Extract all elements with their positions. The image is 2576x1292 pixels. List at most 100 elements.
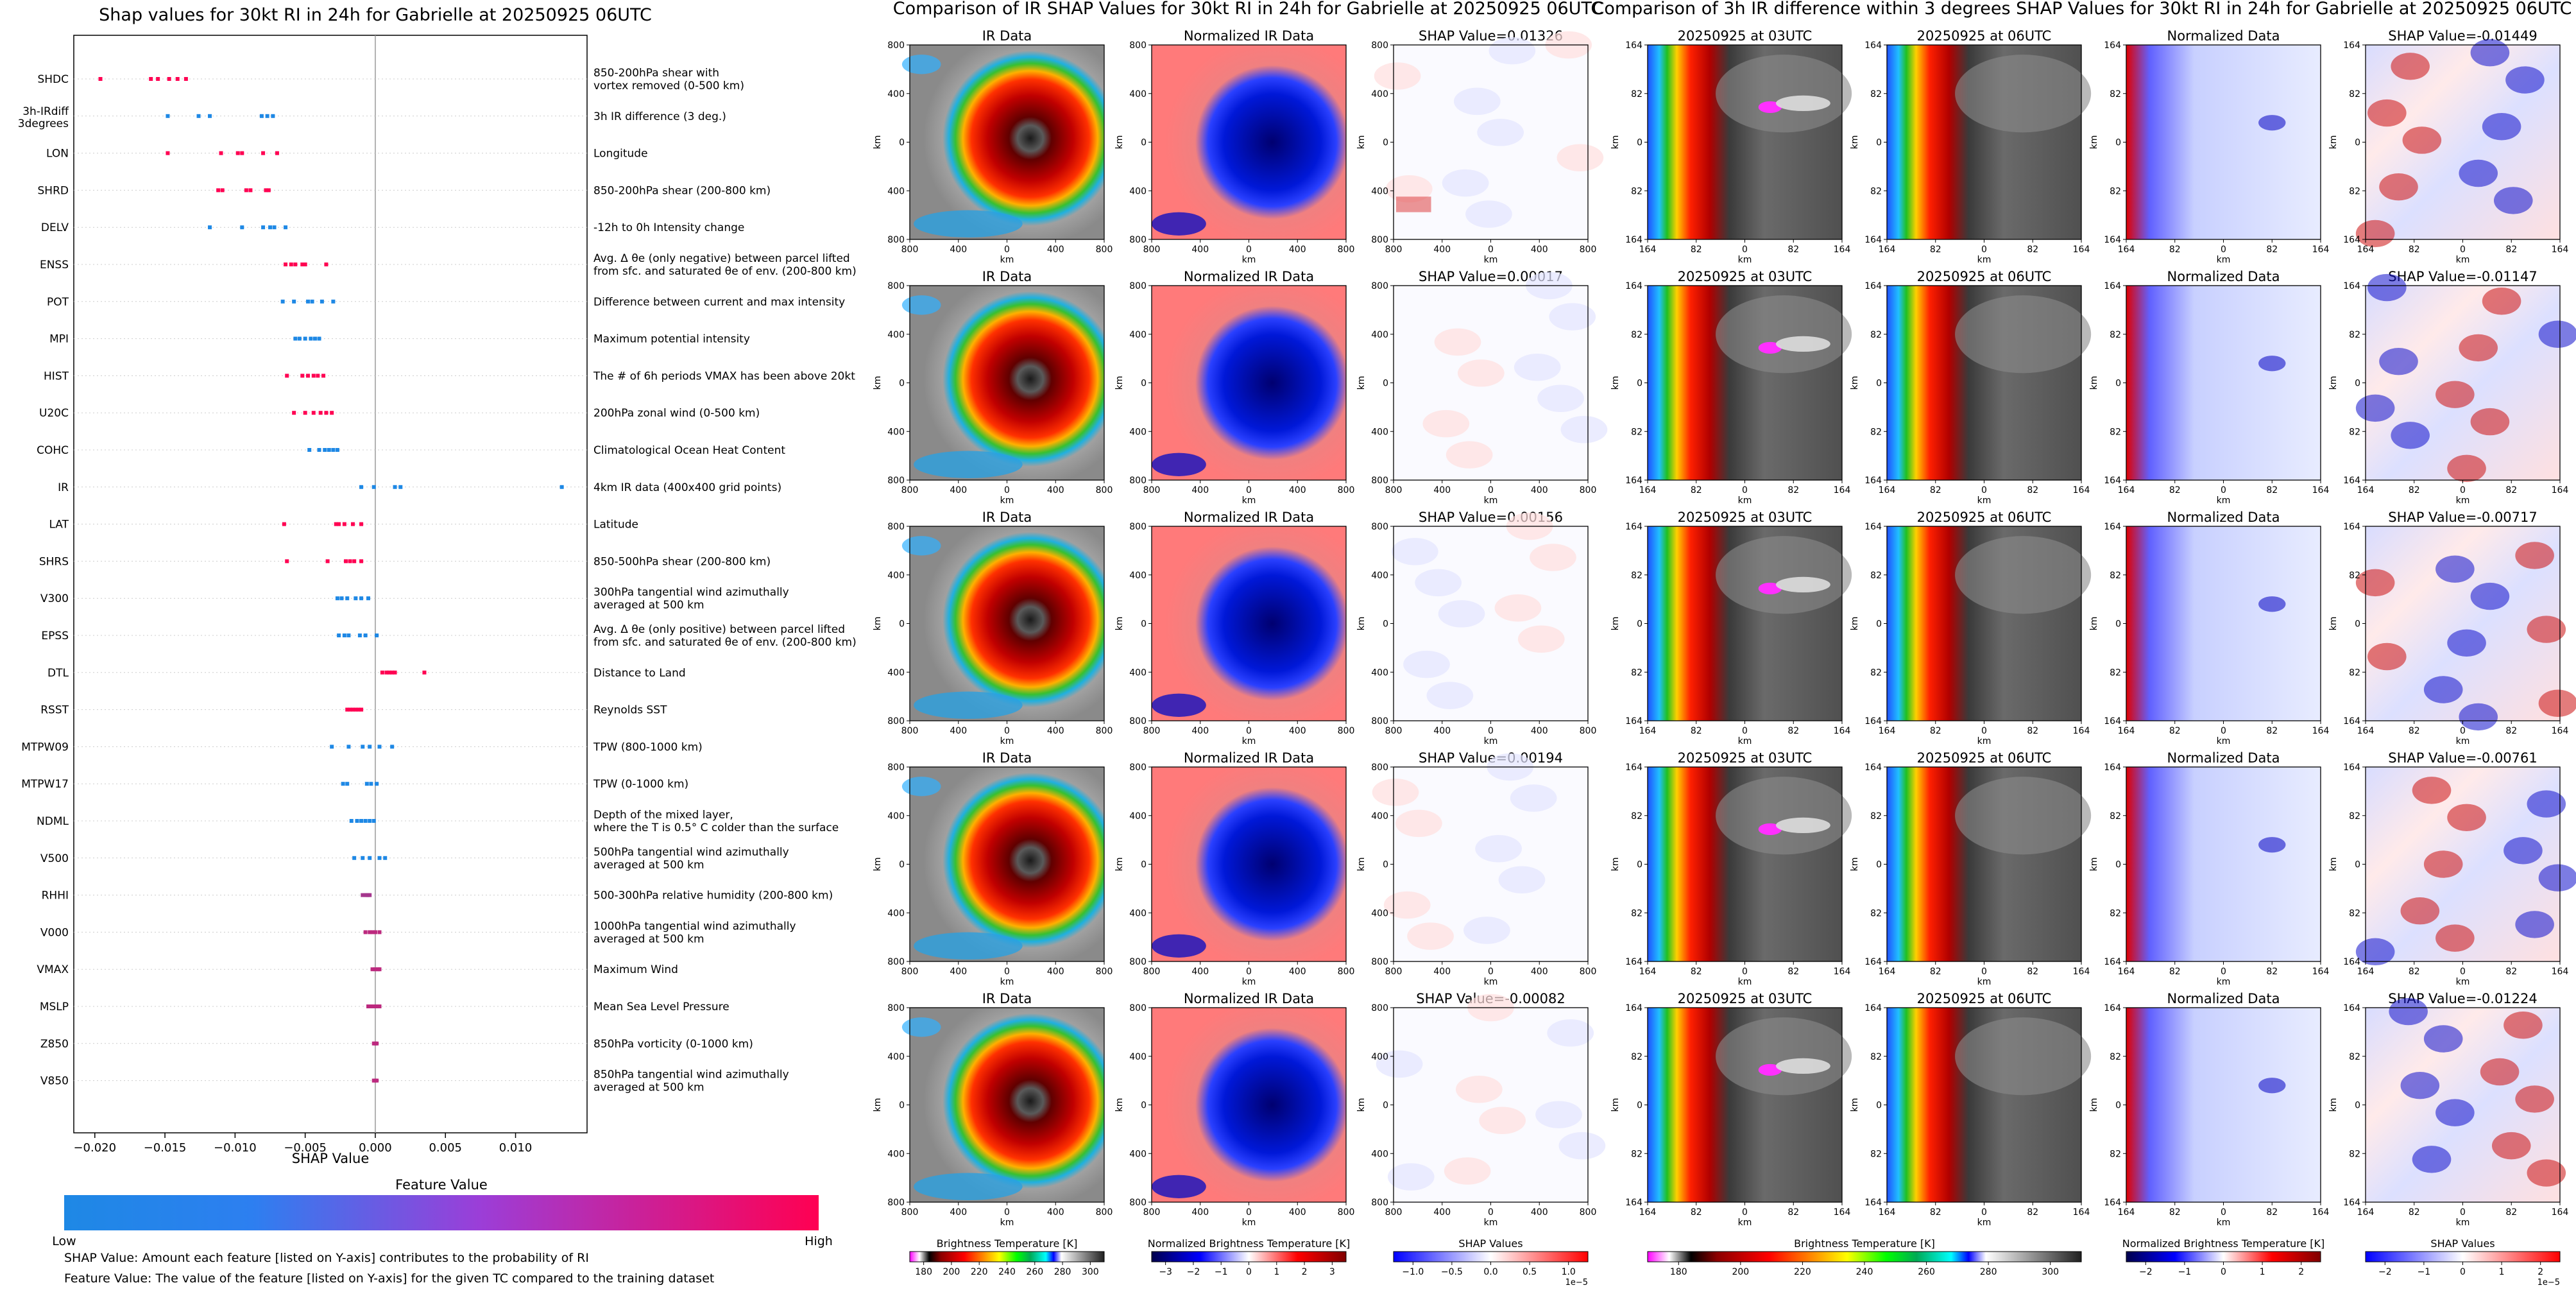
panel-y-axis-label: km [1850,135,1860,150]
panel-y-tick-label: 400 [1129,330,1147,340]
panel-y-axis-label: km [1114,617,1125,631]
image-panel: SHAP Value=-0.00761164164828200828216416… [2328,750,2576,987]
colorbar-tick-label: 2 [2538,1267,2543,1277]
feature-description: -12h to 0h Intensity change [593,221,744,234]
feature-tick-label: RHHI [42,890,69,902]
colorbar-title: Feature Value [395,1177,488,1193]
shap-point [309,336,313,341]
panel-x-tick-label: 400 [1047,1207,1064,1218]
shap-point [235,151,240,155]
panel-x-axis-label: km [1977,736,1992,746]
shap-point [330,411,334,415]
feature-tick-label: MSLP [40,1001,69,1013]
panel-y-tick-label: 800 [1129,476,1147,486]
feature-tick-label: HIST [44,370,69,383]
panel-x-axis-label: km [1484,977,1498,987]
shap-point [331,299,336,304]
feature-description: 850hPa vorticity (0-1000 km) [593,1038,753,1051]
panel-y-tick-label: 82 [1631,330,1642,340]
panel-x-tick-label: 400 [1191,245,1209,255]
panel-y-axis-label: km [2089,857,2099,872]
panel-x-tick-label: 0 [1742,1207,1748,1218]
image-colorbar: Brightness Temperature [K] 180 200 220 240 26… [909,1237,1105,1277]
feature-tick-label: Z850 [40,1038,69,1051]
panel-y-tick-label: 0 [1383,619,1388,630]
shap-point [398,485,403,489]
panel-x-tick-label: 164 [1834,245,1851,255]
panel-y-tick-label: 82 [1870,571,1882,581]
feature-description: Maximum potential intensity [593,333,750,346]
panel-x-tick-label: 0 [2221,726,2226,736]
shap-point [303,336,307,341]
panel-y-tick-label: 82 [1631,668,1642,678]
panel-y-axis-label: km [873,617,883,631]
panel-y-axis-label: km [1356,1098,1367,1112]
feature-tick-label: SHDC [37,73,69,86]
shap-point [387,670,391,675]
panel-x-axis-label: km [2456,495,2470,506]
shap-point [373,967,377,972]
panel-y-tick-label: 0 [1383,138,1388,148]
panel-y-tick-label: 0 [1637,138,1642,148]
panel-y-tick-label: 0 [1141,860,1147,870]
panel-x-axis-label: km [2456,736,2470,746]
panel-y-tick-label: 800 [1371,235,1388,245]
shap-point [348,707,352,712]
panel-y-axis-label: km [2328,376,2339,390]
panel-y-tick-label: 164 [1625,957,1642,967]
panel-x-axis-label: km [1242,255,1256,265]
panel-y-tick-label: 0 [1383,379,1388,389]
colorbar-tick-label: 0.5 [1523,1267,1537,1277]
shap-point [316,374,320,378]
colorbar-tick-label: −1 [1215,1267,1228,1277]
panel-y-tick-label: 800 [887,40,905,51]
panel-x-tick-label: 82 [1787,967,1799,977]
shap-point [345,596,350,601]
image-panel: Normalized Data1641648282008282164164kmk… [2089,750,2329,987]
panel-x-axis-label: km [1484,255,1498,265]
diff-section-title: Comparison of 3h IR difference within 3 … [1592,0,2572,19]
panel-title: SHAP Value=-0.00761 [2388,750,2538,766]
shap-point [98,77,103,81]
panel-y-tick-label: 800 [1129,957,1147,967]
panel-title: Normalized Data [2167,28,2280,44]
panel-y-tick-label: 0 [2115,138,2121,148]
shap-point [208,114,212,118]
panel-x-tick-label: 82 [2027,485,2038,495]
panel-x-tick-label: 164 [2357,245,2375,255]
panel-y-tick-label: 800 [1371,281,1388,291]
panel-y-tick-label: 82 [2110,668,2121,678]
panel-x-tick-label: 82 [1787,1207,1799,1218]
shap-point [344,559,348,564]
shap-point [208,225,212,230]
shap-point [220,188,225,193]
panel-y-tick-label: 800 [887,716,905,727]
feature-tick-label: NDML [37,815,69,828]
panel-y-tick-label: 800 [1129,1198,1147,1208]
shap-point [240,225,244,230]
panel-title: IR Data [982,510,1032,525]
panel-y-tick-label: 400 [887,89,905,99]
feature-description: Difference between current and max inten… [593,296,845,309]
colorbar-tick-label: −1 [2418,1267,2431,1277]
panel-x-tick-label: 82 [2027,1207,2038,1218]
image-panel: 20250925 at 06UTC1641648282008282164164k… [1850,750,2092,987]
panel-x-axis-label: km [1242,977,1256,987]
panel-y-axis-label: km [1850,617,1860,631]
shap-point [219,151,223,155]
shap-point [359,596,364,601]
image-panel: Normalized IR Data8008004004000040040080… [1114,991,1354,1228]
panel-x-tick-label: 82 [2409,245,2420,255]
panel-x-tick-label: 164 [2552,1207,2569,1218]
colorbar-tick-label: 200 [943,1267,960,1277]
shap-point [183,77,188,81]
panel-y-tick-label: 82 [2110,1052,2121,1062]
shap-point [370,930,375,935]
panel-y-tick-label: 164 [1625,716,1642,727]
shap-point [324,411,328,415]
shap-point [380,670,384,675]
panel-y-axis-label: km [1850,376,1860,390]
panel-x-tick-label: 800 [1143,485,1161,495]
